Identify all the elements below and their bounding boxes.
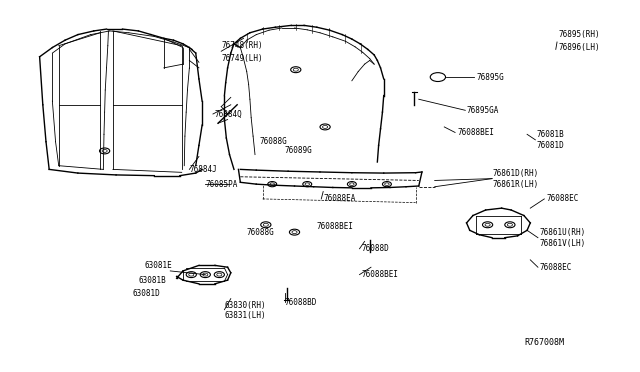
Text: 63831(LH): 63831(LH) <box>225 311 266 320</box>
Text: 76884J: 76884J <box>189 165 217 174</box>
Text: 76081B: 76081B <box>537 130 564 139</box>
Text: 76895GA: 76895GA <box>467 106 499 115</box>
Text: R767008M: R767008M <box>524 339 564 347</box>
Text: 76088G: 76088G <box>246 228 275 237</box>
Text: 76088BD: 76088BD <box>285 298 317 307</box>
Text: 76089G: 76089G <box>285 147 313 155</box>
Text: 76861D(RH): 76861D(RH) <box>492 169 538 177</box>
Text: 76088BEI: 76088BEI <box>362 270 399 279</box>
Text: 76085PA: 76085PA <box>205 180 237 189</box>
Text: 76088G: 76088G <box>259 137 287 146</box>
Text: 76088EC: 76088EC <box>540 263 572 272</box>
Text: 76748(RH): 76748(RH) <box>221 41 263 50</box>
Text: 76861R(LH): 76861R(LH) <box>492 180 538 189</box>
Text: 63081D: 63081D <box>132 289 160 298</box>
Text: 76088BEI: 76088BEI <box>317 222 354 231</box>
Text: 76895G: 76895G <box>476 73 504 81</box>
Text: 76895(RH): 76895(RH) <box>559 30 600 39</box>
Text: 76884Q: 76884Q <box>215 109 243 119</box>
Text: 76861V(LH): 76861V(LH) <box>540 239 586 248</box>
Text: 76088EA: 76088EA <box>323 195 356 203</box>
Text: 76088D: 76088D <box>362 244 389 253</box>
Text: 76088BEI: 76088BEI <box>457 128 494 137</box>
Text: 76088EC: 76088EC <box>546 195 579 203</box>
Text: 63081B: 63081B <box>138 276 166 285</box>
Text: 76081D: 76081D <box>537 141 564 150</box>
Text: 76749(LH): 76749(LH) <box>221 54 263 63</box>
Text: 76861U(RH): 76861U(RH) <box>540 228 586 237</box>
Text: 63081E: 63081E <box>145 261 173 270</box>
Text: 76896(LH): 76896(LH) <box>559 43 600 52</box>
Text: 63830(RH): 63830(RH) <box>225 301 266 311</box>
